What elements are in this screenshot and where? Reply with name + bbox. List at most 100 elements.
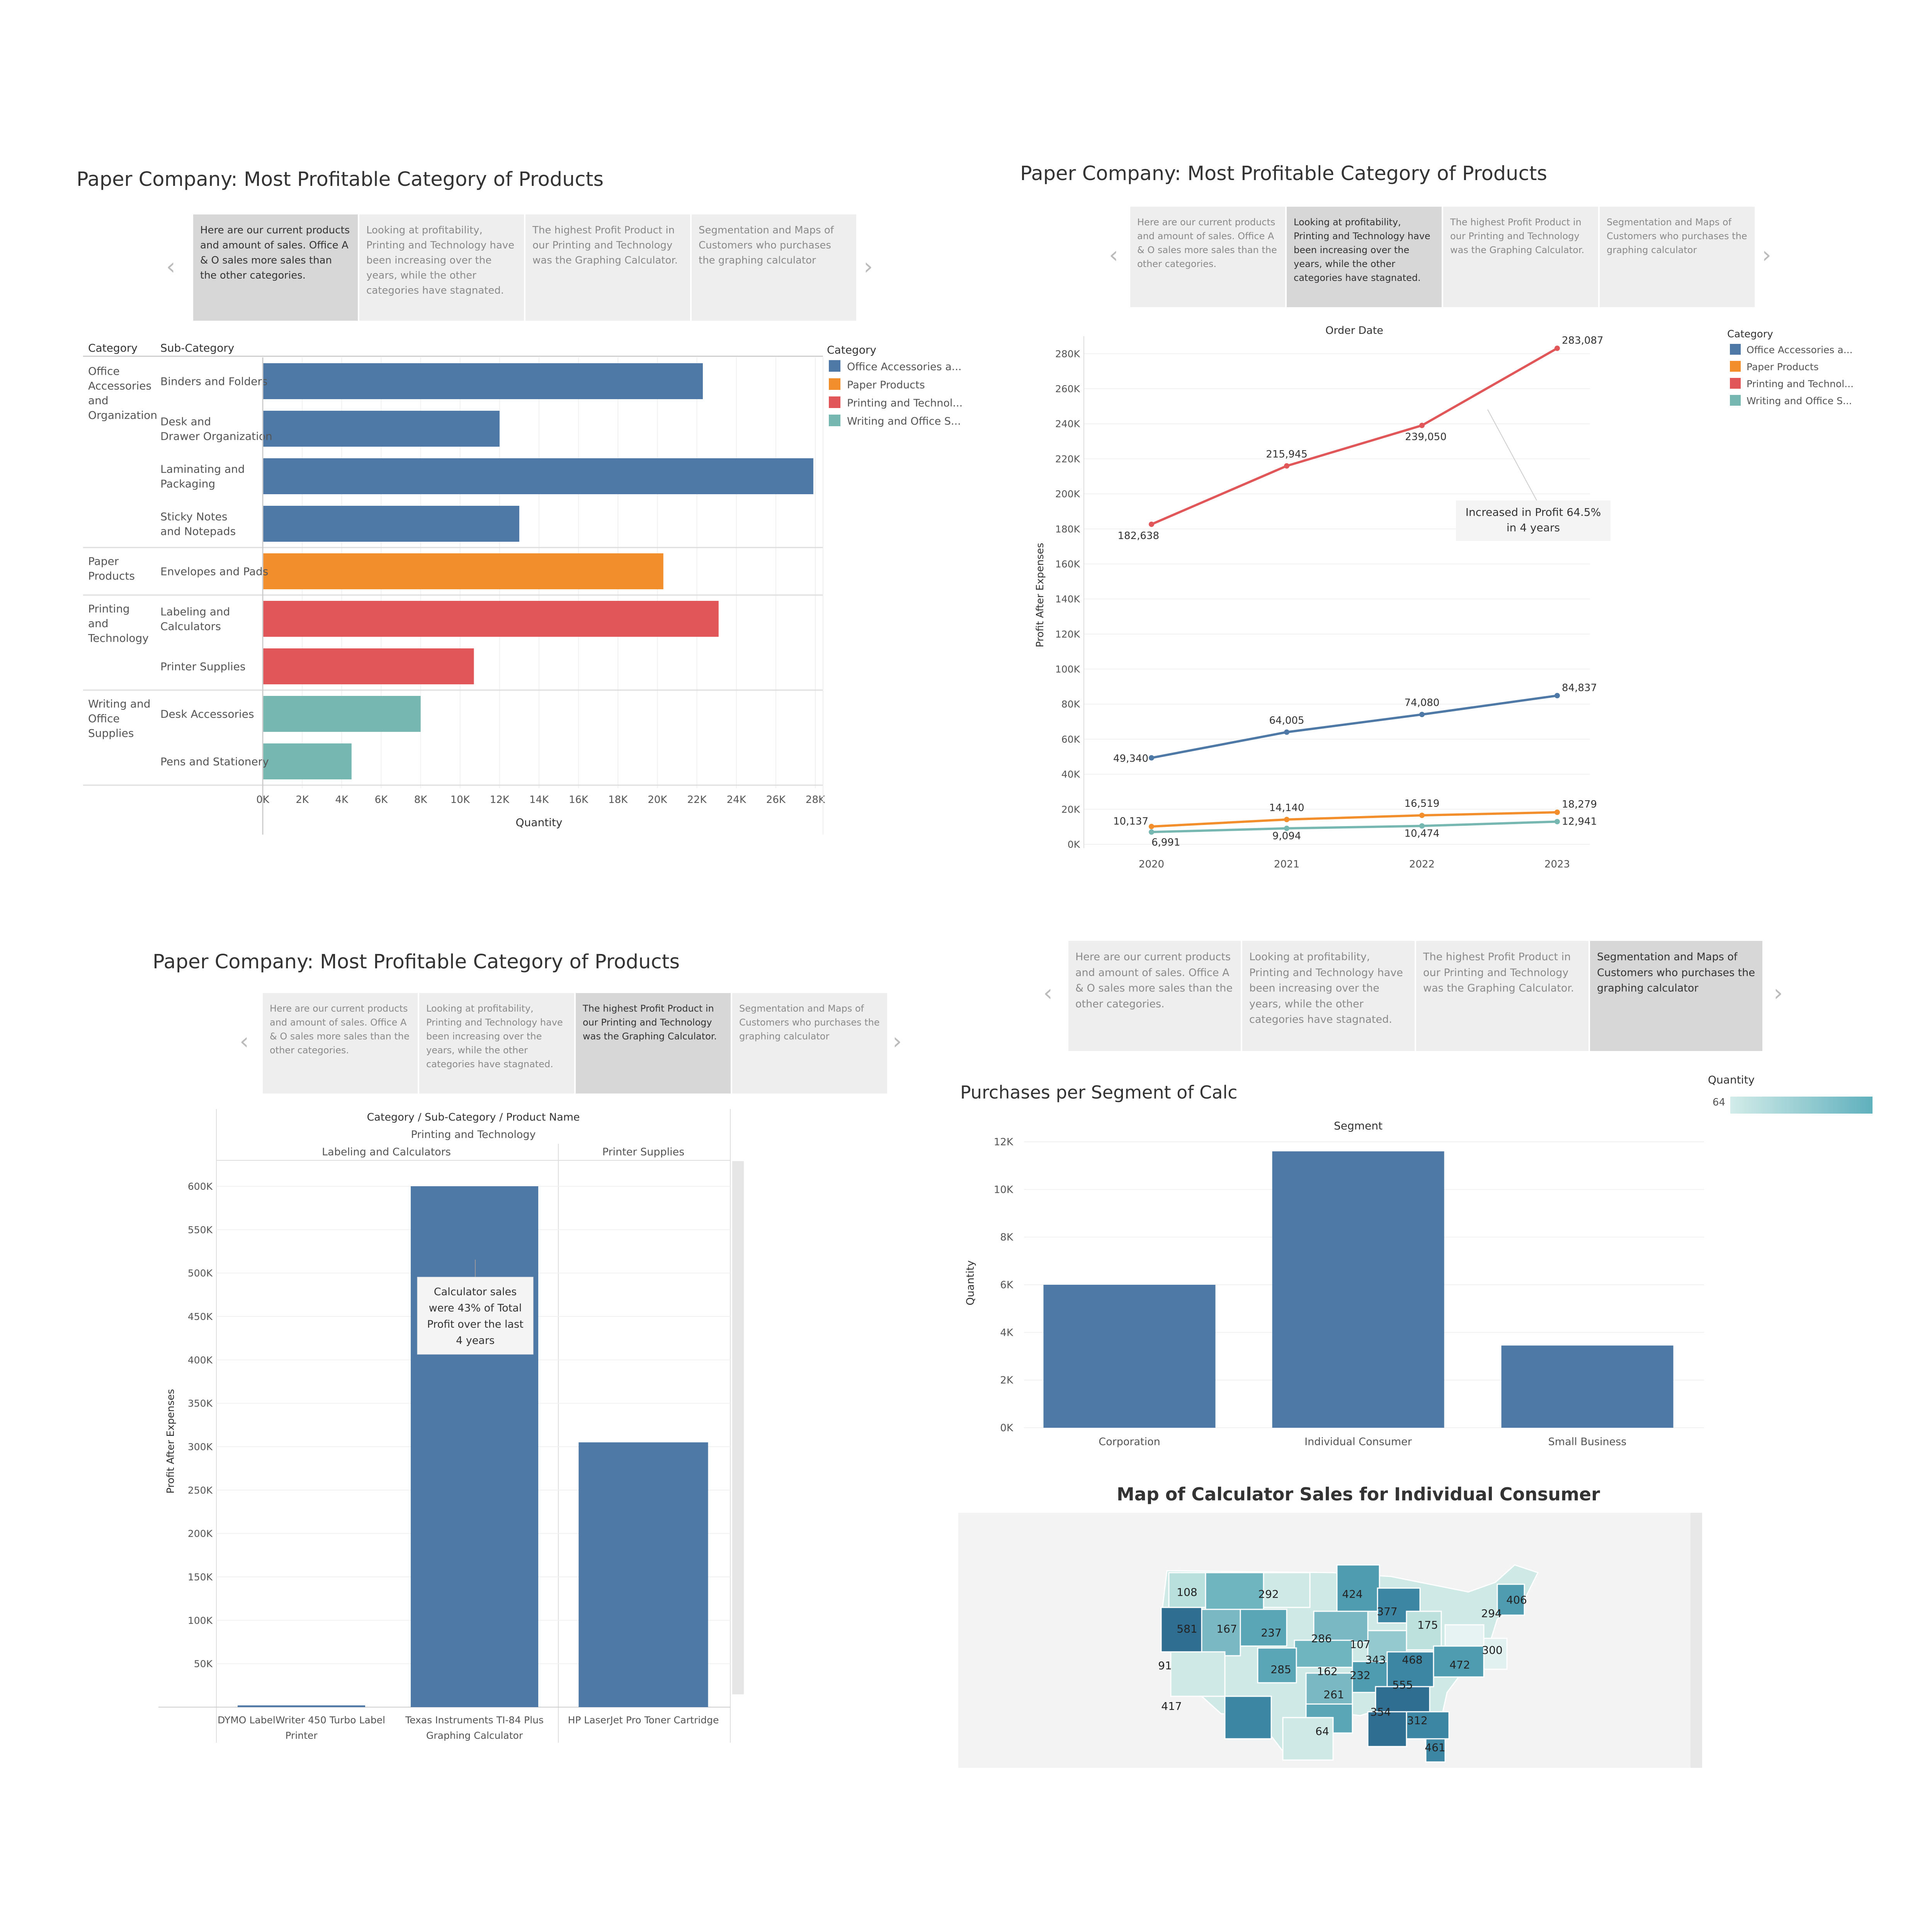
data-label: 74,080	[1405, 697, 1440, 709]
data-label: 215,945	[1266, 449, 1308, 460]
x-tick-label: Individual Consumer	[1304, 1436, 1412, 1448]
map-value-label: 300	[1482, 1644, 1502, 1656]
map-legend-min: 64	[1713, 1097, 1726, 1108]
story-next-arrow-4[interactable]: ›	[1774, 980, 1783, 1007]
story-prev-arrow-3[interactable]: ‹	[240, 1028, 249, 1055]
x-tick-label: Corporation	[1099, 1436, 1160, 1448]
data-label: 10,474	[1405, 828, 1440, 840]
story-navigator-3: Here are our current products and amount…	[263, 993, 889, 1094]
data-point	[1149, 829, 1154, 835]
y-tick-label: 600K	[188, 1181, 213, 1192]
story-next-arrow-2[interactable]: ›	[1762, 242, 1771, 269]
us-state-map: 108 292 424 406 581 167 377 175 294 237 286 107 343 4…	[958, 1513, 1702, 1768]
data-label: 182,638	[1117, 530, 1159, 542]
category-label: Writing and	[88, 697, 151, 710]
x-tick-label: 24K	[727, 794, 747, 806]
y-tick-label: 2K	[1000, 1375, 1014, 1386]
x-tick-label: 28K	[806, 794, 825, 806]
story-point-3[interactable]: The highest Profit Product in our Printi…	[576, 993, 732, 1094]
map-value-label: 312	[1407, 1714, 1427, 1727]
x-tick-label: 16K	[569, 794, 588, 806]
bar	[263, 743, 352, 779]
y-tick-label: 120K	[1055, 629, 1080, 640]
category-label: Products	[88, 570, 135, 582]
x-tick-label: Graphing Calculator	[426, 1730, 523, 1741]
story-point-2[interactable]: Looking at profitability, Printing and T…	[359, 214, 526, 321]
data-label: 9,094	[1272, 830, 1301, 842]
bar	[263, 458, 813, 494]
story-point-4[interactable]: Segmentation and Maps of Customers who p…	[732, 993, 889, 1094]
story-point-2[interactable]: Looking at profitability, Printing and T…	[1242, 941, 1416, 1051]
annotation-text: were 43% of Total	[429, 1302, 522, 1314]
subcategory-label: Laminating and	[160, 463, 245, 476]
y-tick-label: 240K	[1055, 418, 1080, 430]
x-tick-label: 26K	[766, 794, 786, 806]
map-state	[1497, 1583, 1525, 1616]
map-state	[1425, 1738, 1446, 1763]
category-label: and	[88, 394, 109, 407]
category-label: Office	[88, 712, 120, 725]
y-tick-label: 8K	[1000, 1232, 1014, 1243]
story-point-3[interactable]: The highest Profit Product in our Printi…	[1443, 207, 1600, 307]
data-point	[1419, 823, 1425, 829]
y-tick-label: 100K	[188, 1615, 213, 1626]
subcategory-label: Envelopes and Pads	[160, 565, 268, 578]
y-tick-label: 4K	[1000, 1327, 1014, 1338]
story-prev-arrow-4[interactable]: ‹	[1043, 980, 1053, 1007]
legend-swatch	[829, 378, 840, 390]
story-point-3[interactable]: The highest Profit Product in our Printi…	[526, 214, 692, 321]
y-tick-label: 250K	[188, 1485, 213, 1496]
story-point-4[interactable]: Segmentation and Maps of Customers who p…	[1590, 941, 1764, 1051]
story-prev-arrow[interactable]: ‹	[166, 253, 175, 280]
map-value-label: 286	[1311, 1632, 1332, 1645]
map-scrollbar	[1690, 1513, 1702, 1768]
data-label: 84,837	[1562, 682, 1597, 694]
data-label: 283,087	[1562, 335, 1604, 346]
story-point-4[interactable]: Segmentation and Maps of Customers who p…	[1600, 207, 1756, 307]
map-value-label: 461	[1425, 1741, 1445, 1754]
map-state	[1313, 1611, 1369, 1643]
map-value-label: 343	[1365, 1653, 1386, 1666]
product-profit-chart: Category / Sub-Category / Product Name Pr…	[158, 1109, 744, 1743]
story-point-4[interactable]: Segmentation and Maps of Customers who p…	[692, 214, 858, 321]
panel-segments-map: ‹ Here are our current products and amou…	[958, 941, 1872, 1768]
bar	[263, 506, 519, 542]
x-tick-label: DYMO LabelWriter 450 Turbo Label	[218, 1714, 385, 1726]
story-next-arrow[interactable]: ›	[864, 253, 873, 280]
y-tick-label: 180K	[1055, 524, 1080, 535]
legend-swatch	[1730, 378, 1741, 389]
story-prev-arrow-2[interactable]: ‹	[1109, 242, 1118, 269]
legend-label: Writing and Office S...	[1747, 395, 1852, 406]
story-point-1[interactable]: Here are our current products and amount…	[1068, 941, 1242, 1051]
x-tick-label: 2022	[1409, 859, 1435, 870]
story-next-arrow-3[interactable]: ›	[893, 1028, 902, 1055]
map-legend-gradient	[1730, 1097, 1872, 1114]
map-value-label: 424	[1342, 1588, 1362, 1600]
y-tick-label: 0K	[1068, 839, 1080, 850]
header-subcategory: Labeling and Calculators	[322, 1146, 451, 1158]
y-tick-label: 10K	[994, 1184, 1014, 1196]
y-axis-title: Profit After Expenses	[165, 1389, 177, 1494]
map-value-label: 91	[1158, 1659, 1172, 1672]
legend-label: Office Accessories a...	[847, 361, 962, 373]
legend-swatch	[829, 360, 840, 372]
bar	[238, 1705, 365, 1707]
map-state	[1170, 1651, 1226, 1697]
map-value-label: 175	[1417, 1619, 1438, 1631]
map-value-label: 555	[1392, 1679, 1413, 1691]
map-state	[1240, 1609, 1287, 1647]
story-point-1[interactable]: Here are our current products and amount…	[263, 993, 419, 1094]
data-point	[1554, 693, 1560, 699]
story-point-2[interactable]: Looking at profitability, Printing and T…	[419, 993, 576, 1094]
map-value-label: 354	[1370, 1706, 1391, 1718]
story-point-3[interactable]: The highest Profit Product in our Printi…	[1416, 941, 1590, 1051]
legend-swatch	[1730, 344, 1741, 355]
story-point-2[interactable]: Looking at profitability, Printing and T…	[1287, 207, 1443, 307]
map-value-label: 294	[1481, 1607, 1502, 1620]
y-tick-label: 550K	[188, 1224, 213, 1235]
data-label: 18,279	[1562, 799, 1597, 810]
category-label: Organization	[88, 409, 157, 422]
story-point-1[interactable]: Here are our current products and amount…	[193, 214, 359, 321]
story-point-1[interactable]: Here are our current products and amount…	[1130, 207, 1287, 307]
data-point	[1419, 423, 1425, 429]
